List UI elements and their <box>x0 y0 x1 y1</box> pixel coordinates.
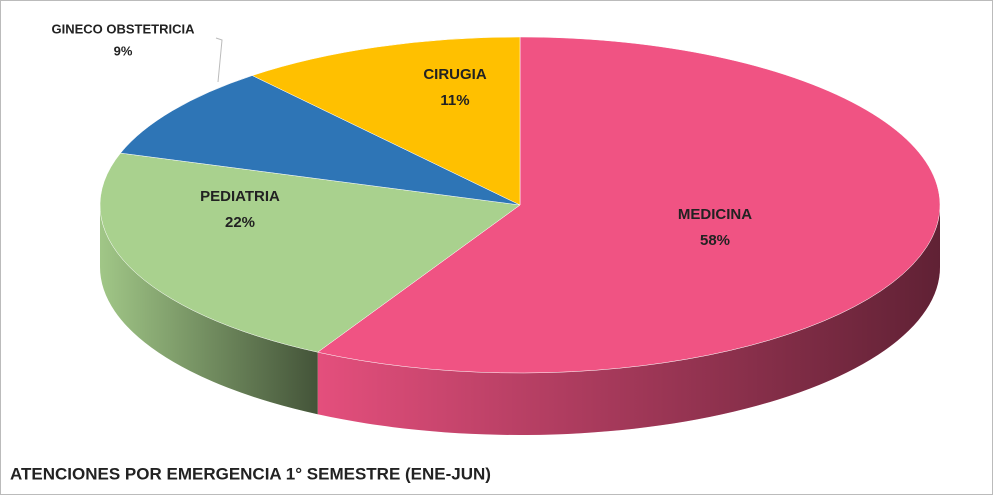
leader-line <box>215 37 223 83</box>
slice <box>120 75 521 206</box>
slice-side-shade <box>317 205 940 435</box>
slice-side-shade <box>100 205 318 415</box>
slice <box>99 152 521 353</box>
slice-value-label: 22% <box>225 214 255 231</box>
chart-title: ATENCIONES POR EMERGENCIA 1° SEMESTRE (E… <box>10 464 491 483</box>
slice-value-label: 11% <box>440 92 469 109</box>
slice-label: PEDIATRIA <box>200 188 280 205</box>
slice <box>317 36 941 374</box>
slice <box>251 36 521 206</box>
slice-value-label: 9% <box>114 43 133 58</box>
slice-label: MEDICINA <box>678 206 752 223</box>
slice-value-label: 58% <box>700 232 730 249</box>
slice-label: CIRUGIA <box>423 66 487 83</box>
slice-label: GINECO OBSTETRICIA <box>51 21 195 36</box>
pie <box>99 36 941 435</box>
